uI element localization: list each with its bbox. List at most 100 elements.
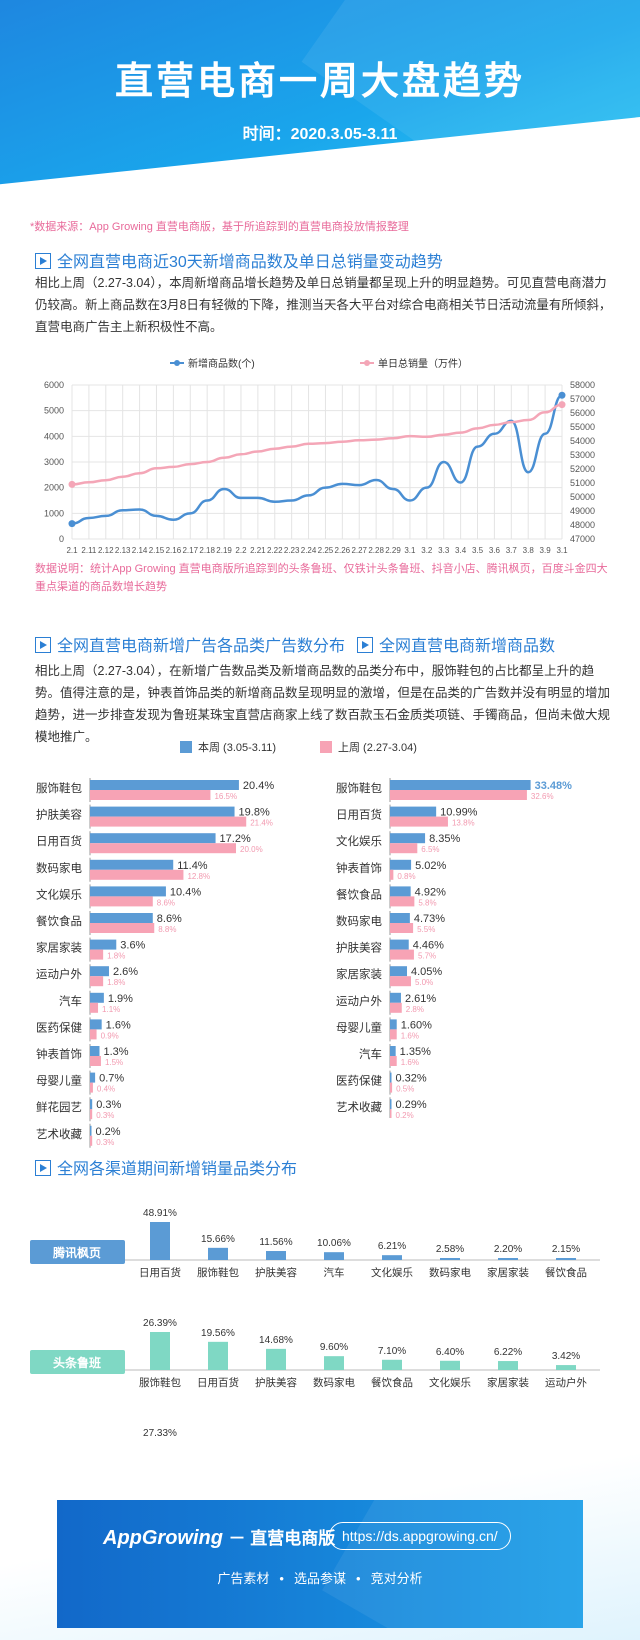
website-link[interactable]: https://ds.appgrowing.cn/ bbox=[329, 1522, 511, 1550]
bar-this-week bbox=[90, 1099, 93, 1110]
channel-category-label: 文化娱乐 bbox=[371, 1266, 413, 1279]
bar-last-week bbox=[90, 816, 247, 827]
channel-category-label: 餐饮食品 bbox=[545, 1266, 587, 1279]
channel-bar bbox=[266, 1251, 286, 1260]
bar-this-week bbox=[90, 780, 239, 790]
category-label: 餐饮食品 bbox=[336, 887, 382, 901]
y-right-tick-label: 48000 bbox=[570, 520, 595, 530]
bar-last-week bbox=[90, 1002, 99, 1013]
x-tick-label: 2.17 bbox=[182, 546, 198, 555]
series-point-end bbox=[558, 401, 566, 409]
category-label: 餐饮食品 bbox=[36, 914, 82, 928]
bar-this-week bbox=[390, 886, 411, 897]
bar-last-week bbox=[390, 843, 418, 854]
channel-value-label: 14.68% bbox=[259, 1335, 293, 1346]
series-point-start bbox=[68, 520, 76, 528]
x-tick-label: 2.24 bbox=[301, 546, 317, 555]
channel-value-label: 7.10% bbox=[378, 1346, 406, 1357]
x-tick-label: 3.1 bbox=[556, 546, 568, 555]
channel-bar bbox=[556, 1365, 576, 1370]
bar-last-week bbox=[90, 949, 104, 960]
bar-last-week bbox=[90, 1029, 97, 1040]
y-left-tick-label: 4000 bbox=[44, 431, 64, 441]
x-tick-label: 3.9 bbox=[540, 546, 552, 555]
line-chart: 0 1000 2000 3000 4000 5000 6000 47000 48000 49000… bbox=[44, 357, 595, 555]
channel-value-label: 11.56% bbox=[259, 1237, 292, 1248]
channel-bar bbox=[556, 1258, 576, 1260]
value-label-this-week: 0.7% bbox=[99, 1073, 124, 1085]
bar-last-week bbox=[390, 1002, 402, 1013]
channel-bar bbox=[324, 1356, 344, 1370]
y-right-tick-label: 56000 bbox=[570, 408, 595, 418]
y-right-tick-label: 47000 bbox=[570, 534, 595, 544]
x-tick-label: 2.21 bbox=[250, 546, 266, 555]
channel-category-label: 家居家装 bbox=[487, 1376, 529, 1389]
bar-last-week bbox=[390, 1109, 392, 1118]
y-left-tick-label: 0 bbox=[59, 534, 64, 544]
x-tick-label: 2.25 bbox=[318, 546, 334, 555]
channel-value-label: 15.66% bbox=[201, 1234, 235, 1245]
legend-marker bbox=[364, 360, 370, 366]
bar-this-week bbox=[390, 992, 401, 1003]
series-point-start bbox=[68, 480, 76, 488]
x-tick-label: 2.26 bbox=[335, 546, 351, 555]
legend-label: 新增商品数(个) bbox=[188, 357, 255, 370]
legend-swatch-last-week bbox=[320, 741, 332, 753]
bar-this-week bbox=[390, 966, 408, 977]
section-title-trend: 全网直营电商近30天新增商品数及单日总销量变动趋势 bbox=[35, 248, 443, 272]
y-right-tick-label: 58000 bbox=[570, 380, 595, 390]
value-label-this-week: 0.3% bbox=[96, 1099, 121, 1111]
y-left-tick-label: 2000 bbox=[44, 483, 64, 493]
x-tick-label: 2.2 bbox=[235, 546, 247, 555]
bar-this-week bbox=[90, 806, 235, 817]
y-left-tick-label: 5000 bbox=[44, 406, 64, 416]
value-label-this-week: 0.2% bbox=[96, 1126, 121, 1138]
y-left-tick-label: 1000 bbox=[44, 508, 64, 518]
channel-bar bbox=[208, 1341, 228, 1370]
channel-value-label: 2.15% bbox=[552, 1244, 580, 1255]
bar-this-week bbox=[390, 1072, 392, 1083]
bar-last-week bbox=[90, 1082, 93, 1093]
value-label-last-week: 32.6% bbox=[531, 792, 554, 801]
channel-bar bbox=[440, 1257, 460, 1260]
x-tick-label: 2.29 bbox=[385, 546, 401, 555]
value-label-this-week: 1.9% bbox=[108, 993, 133, 1005]
value-label-last-week: 8.8% bbox=[158, 925, 176, 934]
section-title-text: 全网各渠道期间新增销量品类分布 bbox=[57, 1161, 298, 1178]
value-label-last-week: 0.9% bbox=[101, 1031, 119, 1040]
section-title-text: 全网直营电商新增商品数 bbox=[379, 638, 556, 655]
y-right-tick-label: 51000 bbox=[570, 478, 595, 488]
series-point-end bbox=[558, 391, 566, 399]
value-label-last-week: 0.3% bbox=[96, 1138, 114, 1147]
x-tick-label: 2.28 bbox=[368, 546, 384, 555]
play-icon bbox=[35, 253, 51, 269]
channel-category-label: 服饰鞋包 bbox=[139, 1376, 181, 1389]
bar-this-week bbox=[90, 939, 117, 950]
category-label: 钟表首饰 bbox=[36, 1047, 82, 1061]
section-title-text: 全网直营电商新增广告各品类广告数分布 bbox=[57, 638, 346, 655]
category-label: 母婴儿童 bbox=[36, 1074, 82, 1088]
value-label-this-week: 20.4% bbox=[243, 780, 274, 792]
legend-label: 单日总销量（万件） bbox=[378, 357, 468, 370]
bar-this-week bbox=[90, 833, 216, 844]
x-tick-label: 2.11 bbox=[81, 546, 97, 555]
channel-bar bbox=[498, 1258, 518, 1260]
channel-bar bbox=[440, 1360, 460, 1370]
bar-last-week bbox=[390, 1029, 397, 1040]
x-tick-label: 2.19 bbox=[216, 546, 232, 555]
value-label-this-week: 1.6% bbox=[106, 1019, 131, 1031]
channel-value-label: 2.58% bbox=[436, 1244, 464, 1255]
channel-value-label: 6.21% bbox=[378, 1241, 406, 1252]
channel-category-label: 文化娱乐 bbox=[429, 1376, 471, 1389]
section-title-new-items: 全网直营电商新增商品数 bbox=[357, 632, 555, 656]
value-label-last-week: 1.8% bbox=[107, 952, 125, 961]
bar-this-week bbox=[90, 859, 174, 870]
channel-value-label: 6.40% bbox=[436, 1347, 464, 1358]
category-label: 护肤美容 bbox=[336, 941, 382, 955]
trend-paragraph: 相比上周（2.27-3.04），本周新增商品增长趋势及单日总销量都呈现上升的明显… bbox=[35, 276, 612, 334]
channel-category-label: 数码家电 bbox=[429, 1266, 471, 1279]
value-label-last-week: 8.6% bbox=[157, 898, 175, 907]
bar-legend: 本周 (3.05-3.11) 上周 (2.27-3.04) bbox=[180, 740, 417, 754]
bar-this-week bbox=[90, 966, 109, 977]
channel-value-label: 26.39% bbox=[143, 1318, 177, 1329]
